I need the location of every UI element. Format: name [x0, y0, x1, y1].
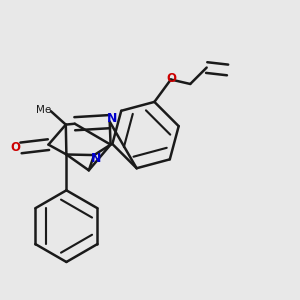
Text: N: N — [107, 112, 117, 125]
Text: O: O — [167, 71, 176, 85]
Text: N: N — [91, 152, 101, 165]
Text: Me: Me — [36, 105, 51, 115]
Text: O: O — [11, 141, 21, 154]
